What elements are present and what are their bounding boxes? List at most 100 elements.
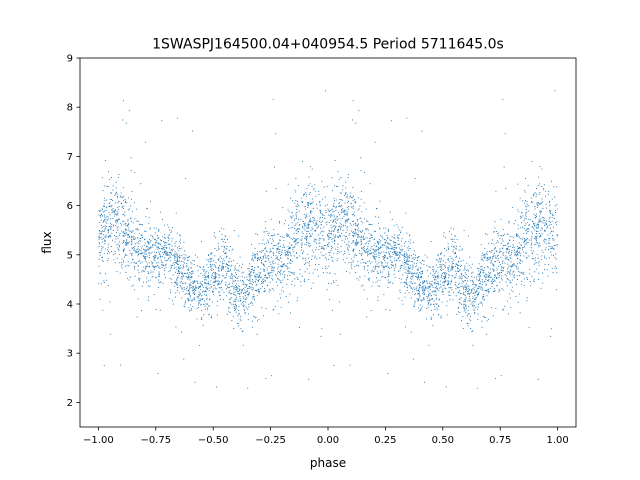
data-point	[448, 265, 450, 267]
data-point	[357, 197, 359, 199]
data-point	[308, 244, 310, 246]
data-point	[328, 229, 330, 232]
data-point	[387, 266, 389, 268]
data-point	[437, 281, 439, 283]
data-point	[186, 265, 188, 267]
data-point	[169, 260, 171, 262]
data-point	[371, 224, 373, 226]
data-point	[235, 295, 237, 297]
data-point	[163, 237, 165, 239]
data-point	[420, 276, 422, 278]
data-point	[340, 232, 342, 234]
data-point	[525, 223, 527, 225]
data-point	[501, 275, 503, 277]
data-point	[497, 235, 499, 237]
data-point	[273, 270, 275, 272]
data-point	[410, 277, 412, 279]
data-point	[538, 215, 540, 217]
data-point	[398, 298, 400, 300]
data-point	[528, 255, 530, 257]
data-point	[125, 224, 127, 226]
data-point	[228, 264, 230, 267]
data-point	[485, 278, 487, 281]
data-point	[429, 293, 431, 295]
data-point	[300, 244, 303, 246]
data-point	[543, 230, 546, 232]
data-point	[537, 205, 539, 207]
data-point	[188, 299, 190, 301]
data-point	[271, 272, 273, 274]
data-point	[130, 157, 132, 159]
data-point	[479, 302, 481, 304]
data-point	[381, 251, 383, 253]
data-point	[191, 307, 193, 309]
data-point	[546, 269, 548, 271]
data-point	[114, 251, 116, 253]
data-point	[185, 292, 187, 294]
data-point	[498, 261, 501, 263]
data-point	[243, 308, 245, 310]
data-point	[311, 227, 313, 229]
data-point	[200, 241, 203, 243]
data-point	[493, 269, 495, 271]
data-point	[385, 246, 387, 248]
data-point	[502, 308, 504, 310]
data-point	[391, 218, 393, 221]
data-point	[172, 254, 174, 256]
data-point	[262, 239, 264, 241]
data-point	[182, 272, 184, 274]
data-point	[239, 295, 241, 298]
data-point	[207, 287, 209, 289]
data-point	[406, 289, 408, 292]
data-point	[313, 240, 315, 242]
data-point	[482, 293, 484, 295]
data-point	[530, 197, 533, 199]
data-point	[471, 290, 473, 292]
data-point	[449, 255, 451, 257]
data-point	[486, 276, 488, 278]
data-point	[184, 282, 186, 284]
data-point	[316, 207, 318, 209]
data-point	[517, 248, 519, 250]
data-point	[548, 193, 550, 195]
data-point	[171, 250, 173, 252]
data-point	[233, 288, 235, 290]
data-point	[443, 275, 445, 278]
data-point	[315, 239, 317, 241]
data-point	[180, 267, 182, 269]
data-point	[404, 296, 406, 298]
data-point	[552, 231, 554, 233]
data-point	[505, 251, 507, 253]
data-point	[137, 265, 139, 267]
data-point	[441, 291, 443, 293]
data-point	[417, 267, 419, 269]
data-point	[266, 277, 268, 280]
data-point	[176, 278, 178, 280]
data-point	[185, 288, 188, 290]
data-point	[411, 278, 413, 280]
data-point	[231, 303, 233, 305]
data-point	[337, 215, 339, 217]
data-point	[328, 210, 330, 212]
data-point	[347, 173, 350, 176]
data-point	[114, 210, 116, 212]
data-point	[413, 305, 415, 307]
data-point	[368, 260, 370, 262]
data-point	[319, 237, 321, 240]
data-point	[141, 234, 143, 236]
data-point	[335, 222, 338, 224]
data-point	[363, 172, 366, 174]
data-point	[350, 192, 352, 194]
data-point	[126, 240, 128, 242]
data-point	[185, 254, 187, 256]
data-point	[161, 236, 164, 238]
data-point	[514, 254, 516, 256]
data-point	[465, 289, 467, 291]
data-point	[483, 267, 486, 269]
data-point	[312, 207, 314, 209]
data-point	[185, 178, 187, 180]
data-point	[181, 276, 183, 278]
data-point	[308, 224, 310, 226]
data-point	[387, 242, 389, 244]
data-point	[218, 246, 220, 248]
